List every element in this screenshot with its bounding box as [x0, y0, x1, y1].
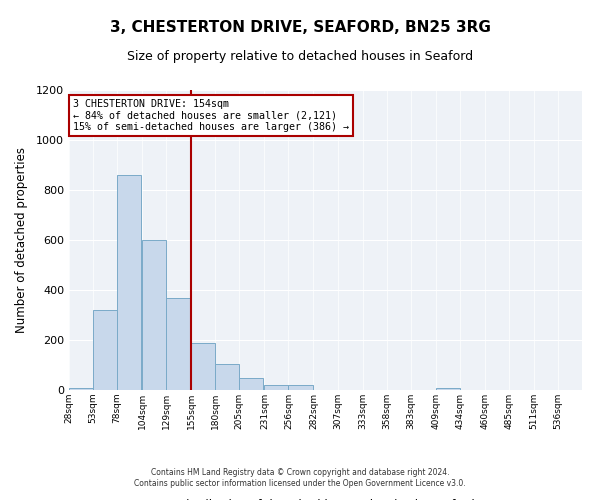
Bar — [166, 298, 190, 390]
Bar — [215, 364, 239, 390]
Text: Size of property relative to detached houses in Seaford: Size of property relative to detached ho… — [127, 50, 473, 63]
Bar — [239, 378, 263, 390]
Bar — [436, 388, 460, 390]
Bar — [289, 385, 313, 390]
Bar — [117, 175, 141, 390]
X-axis label: Distribution of detached houses by size in Seaford: Distribution of detached houses by size … — [176, 498, 475, 500]
Bar — [93, 310, 117, 390]
Text: 3 CHESTERTON DRIVE: 154sqm
← 84% of detached houses are smaller (2,121)
15% of s: 3 CHESTERTON DRIVE: 154sqm ← 84% of deta… — [73, 99, 349, 132]
Text: Contains HM Land Registry data © Crown copyright and database right 2024.
Contai: Contains HM Land Registry data © Crown c… — [134, 468, 466, 487]
Bar — [191, 342, 215, 390]
Y-axis label: Number of detached properties: Number of detached properties — [14, 147, 28, 333]
Text: 3, CHESTERTON DRIVE, SEAFORD, BN25 3RG: 3, CHESTERTON DRIVE, SEAFORD, BN25 3RG — [110, 20, 490, 35]
Bar — [69, 388, 93, 390]
Bar — [142, 240, 166, 390]
Bar — [265, 385, 289, 390]
